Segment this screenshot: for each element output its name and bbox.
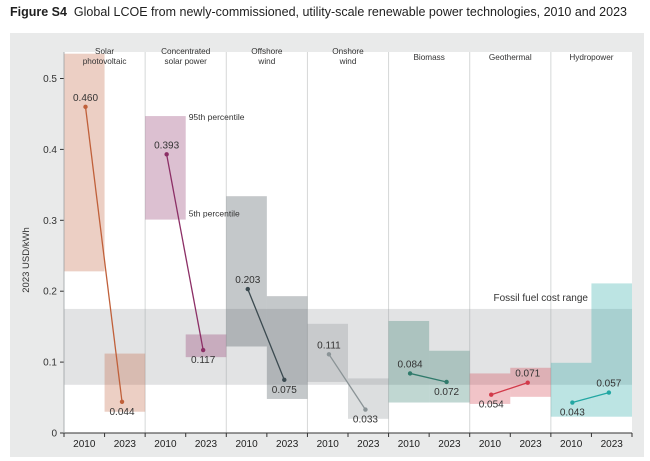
range-bar-2023 xyxy=(510,367,551,397)
figure-title-text: Global LCOE from newly-commissioned, uti… xyxy=(73,5,627,19)
value-label-2023: 0.044 xyxy=(110,407,135,418)
trend-line xyxy=(247,288,285,381)
y-tick-label: 0.4 xyxy=(43,145,57,156)
year-label-2010: 2010 xyxy=(235,439,258,450)
category-label: Hydropower xyxy=(569,53,613,62)
y-axis-title: 2023 USD/kWh xyxy=(21,227,32,292)
value-label-2010: 0.043 xyxy=(560,408,585,419)
p95-annotation: 95th percentile xyxy=(189,112,245,122)
year-label-2023: 2023 xyxy=(114,439,137,450)
category-label: solar power xyxy=(165,57,208,66)
y-tick-label: 0.1 xyxy=(43,358,57,369)
range-bar-2010 xyxy=(388,320,430,403)
point-2023 xyxy=(363,407,368,412)
year-label-2023: 2023 xyxy=(438,439,461,450)
year-label-2023: 2023 xyxy=(601,439,624,450)
plot-area xyxy=(64,52,632,433)
value-label-2023: 0.057 xyxy=(596,379,621,390)
range-bar-2010 xyxy=(145,116,186,220)
year-label-2023: 2023 xyxy=(357,439,380,450)
category-label: wind xyxy=(257,57,275,66)
point-2010 xyxy=(164,152,169,157)
year-label-2010: 2010 xyxy=(398,439,421,450)
range-bar-2010 xyxy=(64,53,105,272)
point-2023 xyxy=(606,390,612,395)
point-2023 xyxy=(119,399,125,405)
trend-line xyxy=(328,353,366,410)
y-tick-label: 0.3 xyxy=(43,216,57,227)
range-bar-2010 xyxy=(550,362,592,417)
range-bar-2023 xyxy=(348,378,389,419)
range-bar-2010 xyxy=(469,373,511,404)
year-label-2010: 2010 xyxy=(479,439,502,450)
point-2010 xyxy=(83,104,88,110)
trend-line xyxy=(572,391,610,404)
category-label: wind xyxy=(339,57,357,66)
point-2023 xyxy=(282,377,287,383)
value-label-2023: 0.033 xyxy=(353,415,378,426)
trend-line xyxy=(166,154,204,351)
year-label-2023: 2023 xyxy=(519,439,542,450)
category-label: Geothermal xyxy=(489,53,532,62)
range-bar-2023 xyxy=(185,334,227,358)
year-label-2010: 2010 xyxy=(73,439,96,450)
year-label-2010: 2010 xyxy=(560,439,583,450)
value-label-2010: 0.203 xyxy=(235,275,260,286)
year-label-2010: 2010 xyxy=(154,439,177,450)
y-tick-label: 0.2 xyxy=(43,287,57,298)
y-tick-label: 0 xyxy=(51,429,57,440)
range-bar-2023 xyxy=(266,296,308,399)
point-2023 xyxy=(525,380,530,385)
point-2023 xyxy=(444,379,449,385)
point-2010 xyxy=(407,371,413,376)
point-2010 xyxy=(489,392,494,397)
range-bar-2023 xyxy=(591,283,632,417)
figure-label: Figure S4 xyxy=(10,5,67,19)
figure-title: Figure S4 Global LCOE from newly-commiss… xyxy=(10,5,640,23)
value-label-2023: 0.072 xyxy=(434,387,459,398)
category-label: Solar xyxy=(95,47,114,56)
year-label-2023: 2023 xyxy=(276,439,299,450)
year-label-2023: 2023 xyxy=(195,439,218,450)
fossil-fuel-range-label: Fossil fuel cost range xyxy=(494,293,589,304)
value-label-2023: 0.071 xyxy=(515,369,540,380)
point-2023 xyxy=(200,347,206,353)
value-label-2010: 0.460 xyxy=(73,93,98,104)
point-2010 xyxy=(326,352,332,357)
value-label-2010: 0.084 xyxy=(398,359,423,370)
range-bar-2023 xyxy=(429,350,470,403)
year-label-2010: 2010 xyxy=(317,439,340,450)
value-label-2010: 0.111 xyxy=(317,340,341,351)
value-label-2010: 0.393 xyxy=(154,140,179,151)
value-label-2010: 0.054 xyxy=(479,400,504,411)
fossil-fuel-range-band xyxy=(64,308,632,385)
category-label: Concentrated xyxy=(161,47,211,56)
category-label: Offshore xyxy=(251,47,283,56)
trend-line xyxy=(491,382,528,396)
p5-annotation: 5th percentile xyxy=(189,209,240,219)
category-label: Onshore xyxy=(332,47,364,56)
y-tick-label: 0.5 xyxy=(43,74,57,85)
category-label: photovoltaic xyxy=(83,57,127,66)
range-bar-2010 xyxy=(226,196,267,347)
trend-line xyxy=(409,372,447,383)
point-2010 xyxy=(245,286,250,292)
category-label: Biomass xyxy=(413,53,444,62)
range-bar-2023 xyxy=(104,353,146,412)
trend-line xyxy=(84,106,123,402)
value-label-2023: 0.075 xyxy=(272,385,297,396)
point-2010 xyxy=(570,400,575,405)
value-label-2023: 0.117 xyxy=(191,355,216,366)
